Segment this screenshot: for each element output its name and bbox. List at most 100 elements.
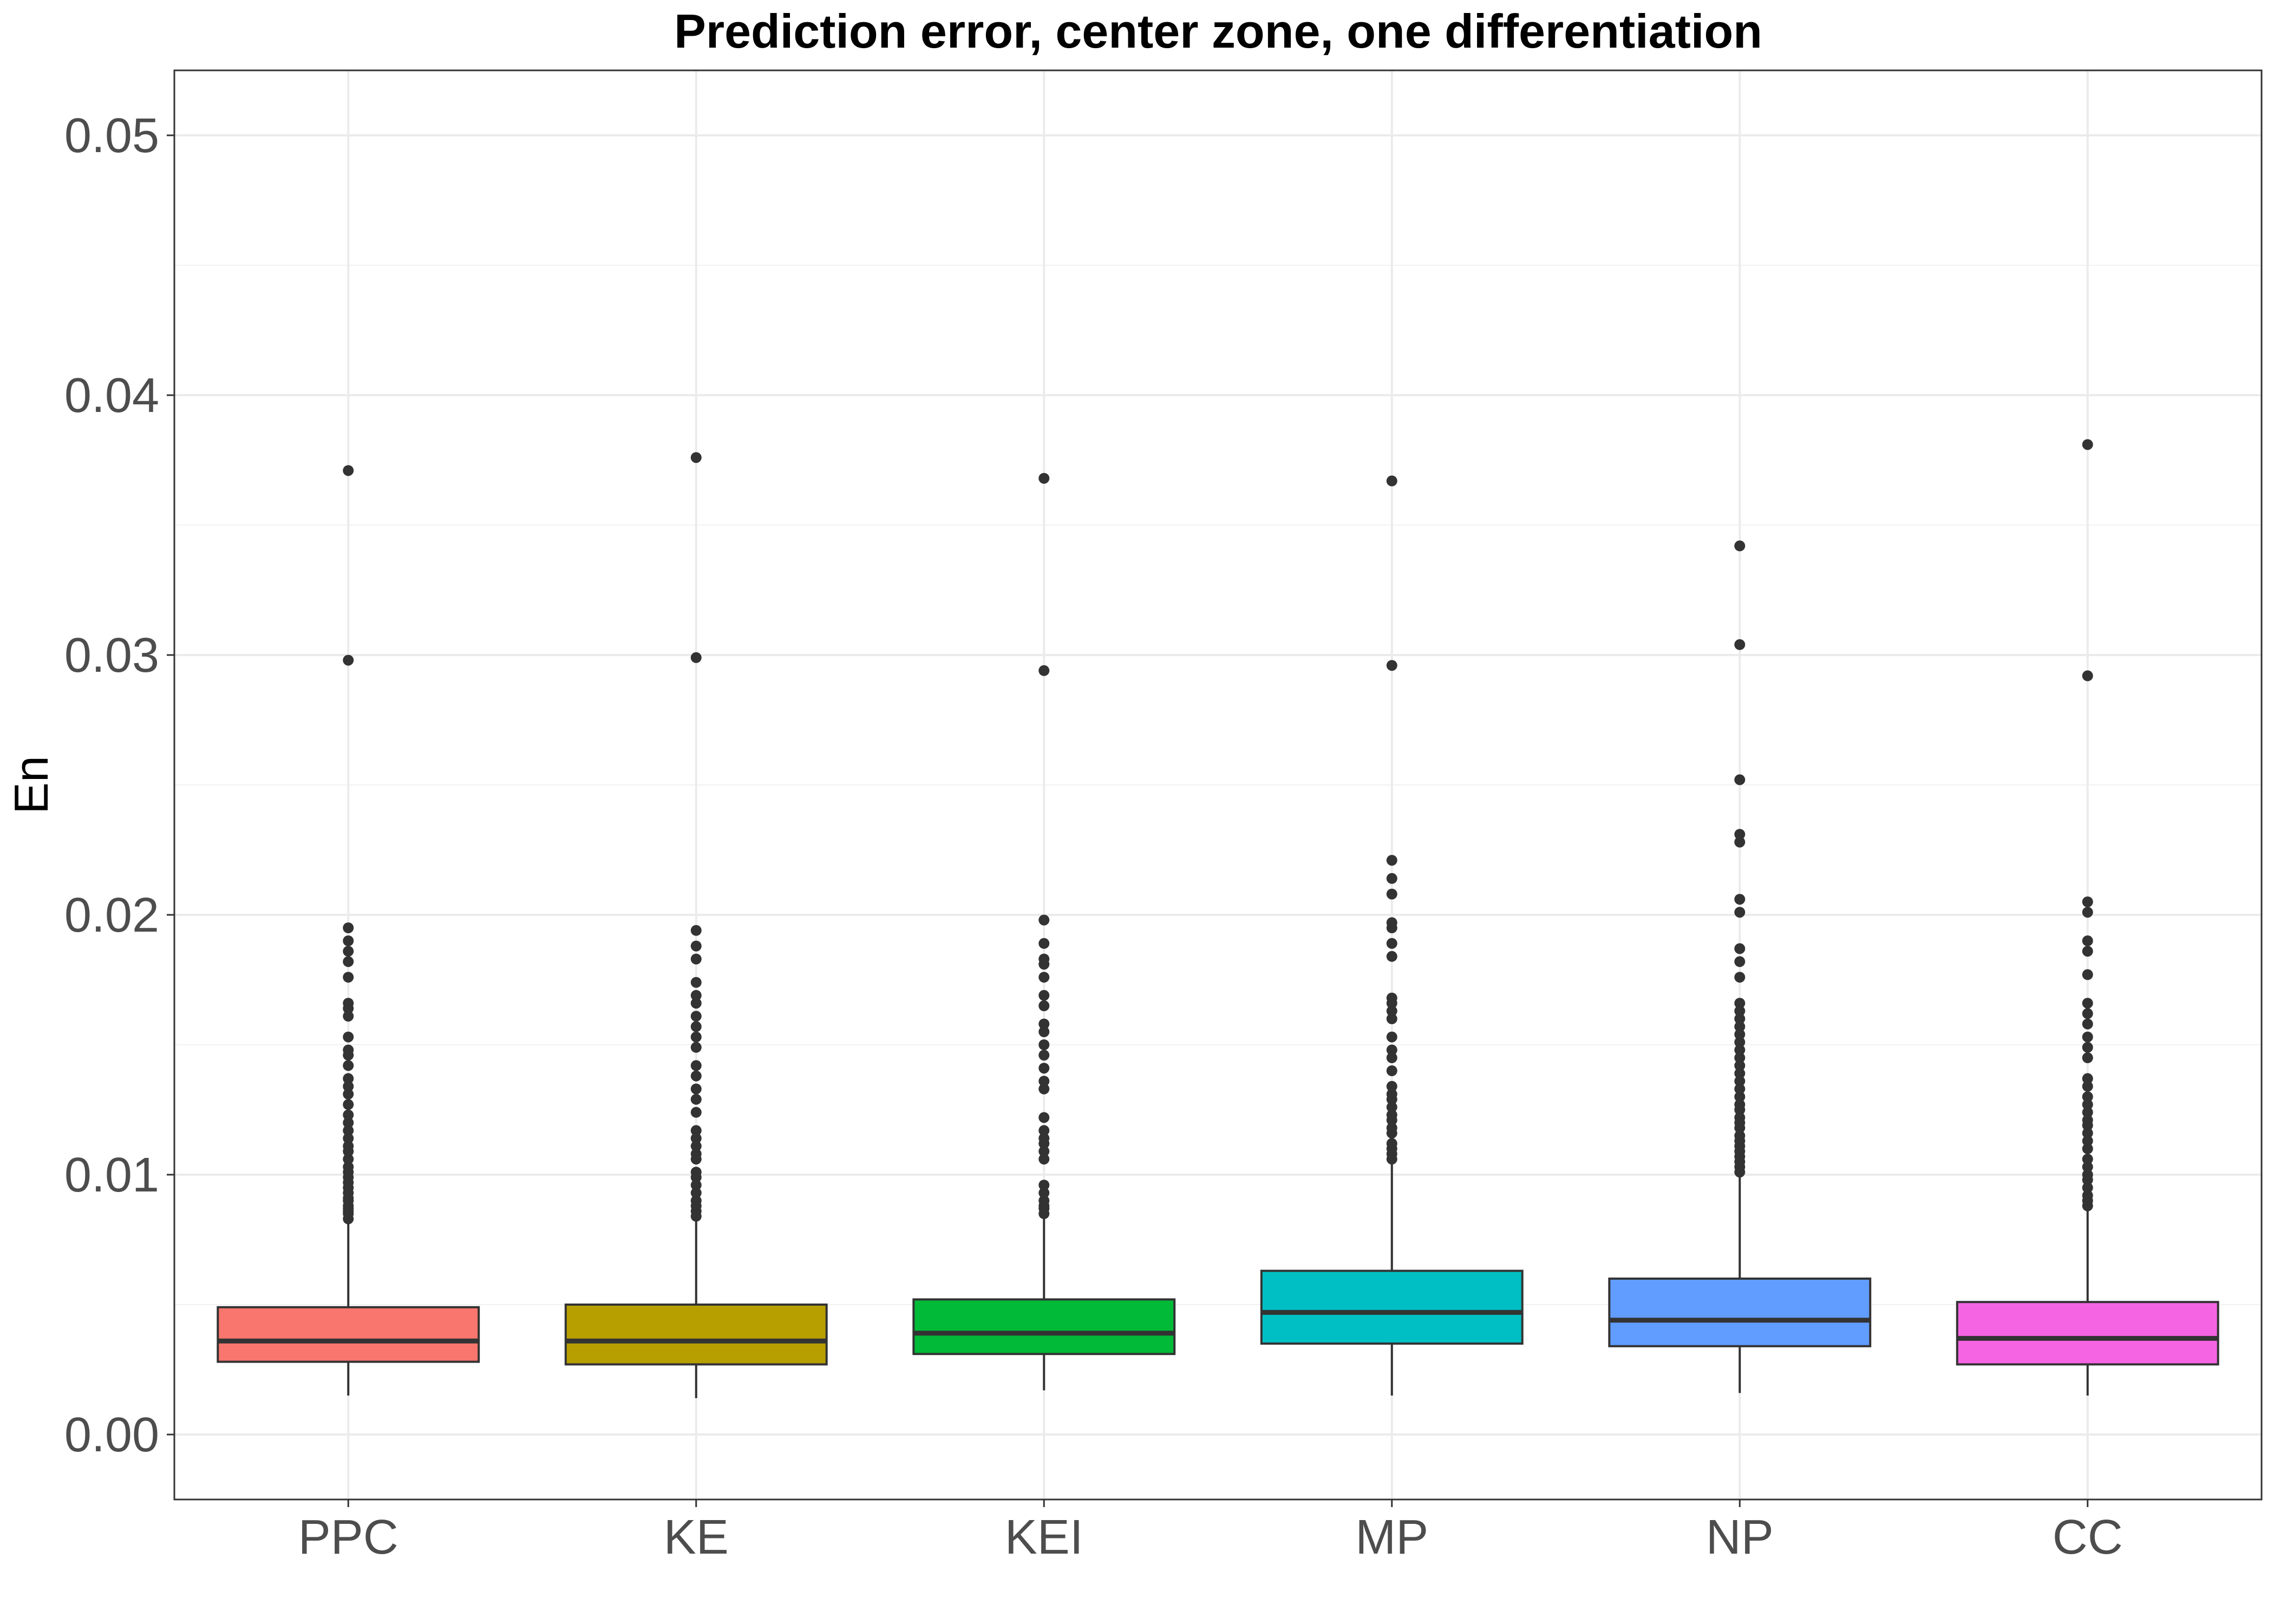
outlier-point (1386, 951, 1397, 962)
outlier-point (2082, 1091, 2093, 1102)
y-axis-ticks: 0.00 0.01 0.02 0.03 0.04 0.05 (64, 109, 174, 1462)
outlier-point (2082, 1143, 2093, 1154)
outlier-point (1734, 1052, 1746, 1063)
outlier-point (1038, 938, 1050, 949)
box-iqr (1956, 1301, 2219, 1366)
outlier-point (2082, 1182, 2093, 1193)
outlier-point (1734, 1083, 1746, 1095)
box-cc (1956, 1211, 2219, 1396)
outlier-point (690, 1195, 702, 1206)
outlier-point (343, 1089, 354, 1100)
outlier-point (690, 1125, 702, 1136)
outlier-point (1734, 1091, 1746, 1102)
box-iqr (564, 1304, 828, 1366)
outlier-point (1386, 1138, 1397, 1149)
outlier-point (690, 998, 702, 1009)
box-np (1608, 1177, 1872, 1393)
outlier-point (2082, 896, 2093, 907)
outlier-point (2082, 1052, 2093, 1063)
outlier-point (1734, 956, 1746, 967)
outlier-point (1038, 914, 1050, 926)
outlier-point (690, 1106, 702, 1118)
y-tick-label: 0.04 (64, 369, 159, 423)
outlier-point (1734, 894, 1746, 905)
outlier-point (2082, 1099, 2093, 1110)
outlier-point (2082, 1128, 2093, 1139)
outlier-point (690, 652, 702, 663)
outlier-points (343, 439, 2093, 1224)
x-axis-ticks: PPC KE KEI MP NP CC (298, 1499, 2123, 1564)
outlier-point (1734, 907, 1746, 918)
outlier-point (2082, 1169, 2093, 1180)
x-tick-label: KE (664, 1510, 729, 1564)
box-iqr (1260, 1269, 1524, 1345)
outlier-point (2082, 1073, 2093, 1084)
outlier-point (343, 1109, 354, 1121)
outlier-point (343, 1099, 354, 1110)
x-tick-label: KEI (1005, 1510, 1083, 1564)
outlier-point (2082, 439, 2093, 450)
outlier-point (1038, 972, 1050, 983)
outlier-point (343, 922, 354, 933)
outlier-point (343, 935, 354, 946)
outlier-point (1038, 1000, 1050, 1011)
outlier-point (1386, 1102, 1397, 1113)
outlier-point (2082, 1154, 2093, 1165)
chart-title: Prediction error, center zone, one diffe… (674, 4, 1762, 58)
outlier-point (1734, 1099, 1746, 1110)
outlier-point (343, 956, 354, 967)
x-tick-label: MP (1355, 1510, 1428, 1564)
outlier-point (1038, 1018, 1050, 1030)
outlier-point (690, 1141, 702, 1152)
outlier-point (1386, 855, 1397, 866)
box-iqr (217, 1306, 480, 1363)
outlier-point (690, 990, 702, 1001)
outlier-point (1386, 1089, 1397, 1100)
y-tick-label: 0.03 (64, 628, 159, 683)
outlier-point (1734, 836, 1746, 848)
outlier-point (1038, 1132, 1050, 1144)
outlier-point (1386, 1065, 1397, 1076)
x-tick-label: PPC (298, 1510, 398, 1564)
outlier-point (343, 1044, 354, 1056)
outlier-point (2082, 1008, 2093, 1019)
box-ke (564, 1221, 828, 1398)
outlier-point (1386, 1122, 1397, 1134)
outlier-point (343, 1073, 354, 1084)
outlier-point (1734, 943, 1746, 954)
outlier-point (343, 946, 354, 957)
outlier-point (1038, 1125, 1050, 1136)
outlier-point (1734, 1005, 1746, 1017)
outlier-point (1734, 1013, 1746, 1024)
outlier-point (1734, 1068, 1746, 1079)
outlier-point (690, 1083, 702, 1095)
y-axis-title: En (4, 756, 58, 814)
outlier-point (343, 972, 354, 983)
outlier-point (690, 1042, 702, 1053)
outlier-point (2082, 998, 2093, 1009)
boxes (217, 1164, 2219, 1398)
outlier-point (2082, 1081, 2093, 1092)
outlier-point (690, 925, 702, 936)
outlier-point (343, 465, 354, 476)
outlier-point (2082, 1106, 2093, 1118)
outlier-point (1038, 1195, 1050, 1206)
outlier-point (690, 1060, 702, 1071)
outlier-point (1386, 938, 1397, 949)
outlier-point (1038, 1187, 1050, 1199)
outlier-point (1386, 1109, 1397, 1121)
outlier-point (690, 452, 702, 463)
outlier-point (1038, 1112, 1050, 1123)
outlier-point (1038, 1039, 1050, 1050)
outlier-point (1734, 1021, 1746, 1032)
y-tick-label: 0.02 (64, 888, 159, 942)
outlier-point (343, 1031, 354, 1043)
outlier-point (690, 1132, 702, 1144)
outlier-point (1038, 1154, 1050, 1165)
outlier-point (690, 1148, 702, 1160)
outlier-point (1386, 888, 1397, 900)
box-iqr (1608, 1278, 1872, 1347)
outlier-point (343, 998, 354, 1009)
plot-panel (173, 69, 2263, 1501)
outlier-point (343, 1132, 354, 1144)
